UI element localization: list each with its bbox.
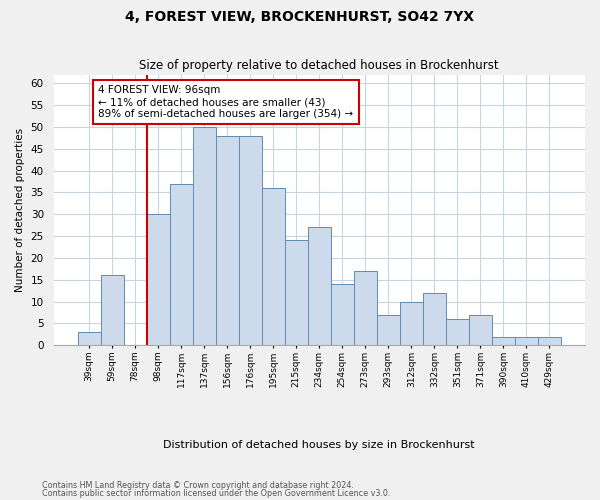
Bar <box>538 336 561 345</box>
Bar <box>101 276 124 345</box>
Bar <box>77 332 101 345</box>
Bar <box>308 228 331 346</box>
Text: 4 FOREST VIEW: 96sqm
← 11% of detached houses are smaller (43)
89% of semi-detac: 4 FOREST VIEW: 96sqm ← 11% of detached h… <box>98 86 353 118</box>
Bar <box>331 284 354 346</box>
Bar <box>446 319 469 345</box>
Title: Size of property relative to detached houses in Brockenhurst: Size of property relative to detached ho… <box>139 59 499 72</box>
Bar <box>285 240 308 346</box>
Text: Contains public sector information licensed under the Open Government Licence v3: Contains public sector information licen… <box>42 489 391 498</box>
Bar <box>239 136 262 346</box>
Bar <box>262 188 285 346</box>
Bar <box>515 336 538 345</box>
Bar <box>354 271 377 345</box>
Bar <box>377 314 400 346</box>
Text: 4, FOREST VIEW, BROCKENHURST, SO42 7YX: 4, FOREST VIEW, BROCKENHURST, SO42 7YX <box>125 10 475 24</box>
Bar <box>423 293 446 346</box>
Y-axis label: Number of detached properties: Number of detached properties <box>15 128 25 292</box>
X-axis label: Distribution of detached houses by size in Brockenhurst: Distribution of detached houses by size … <box>163 440 475 450</box>
Bar <box>193 127 216 346</box>
Text: Contains HM Land Registry data © Crown copyright and database right 2024.: Contains HM Land Registry data © Crown c… <box>42 480 354 490</box>
Bar <box>492 336 515 345</box>
Bar <box>216 136 239 346</box>
Bar <box>147 214 170 346</box>
Bar <box>469 314 492 346</box>
Bar <box>400 302 423 346</box>
Bar <box>170 184 193 346</box>
